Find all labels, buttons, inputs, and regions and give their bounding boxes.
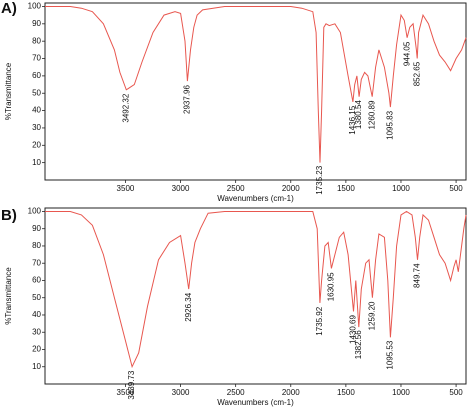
y-tick-label: 10 xyxy=(32,362,41,371)
x-tick-label: 3500 xyxy=(117,388,135,397)
y-tick-label: 60 xyxy=(32,71,41,80)
x-tick-label: 2500 xyxy=(227,184,245,193)
y-tick-label: 100 xyxy=(28,207,42,216)
y-tick-label: 90 xyxy=(32,224,41,233)
peak-label: 1735.23 xyxy=(315,165,324,194)
y-tick-label: 50 xyxy=(32,293,41,302)
spectrum-line xyxy=(45,6,467,163)
peak-label: 1430.69 xyxy=(349,315,358,344)
y-tick-label: 50 xyxy=(32,88,41,97)
peak-label: 849.74 xyxy=(413,263,422,288)
x-tick-label: 3500 xyxy=(117,184,135,193)
peak-label: 3492.32 xyxy=(121,93,130,122)
y-tick-label: 80 xyxy=(32,241,41,250)
x-tick-label: 3000 xyxy=(172,388,190,397)
x-tick-label: 1500 xyxy=(337,184,355,193)
peak-label: 2937.96 xyxy=(183,84,192,113)
y-tick-label: 20 xyxy=(32,140,41,149)
peak-label: 1436.15 xyxy=(348,105,357,134)
peak-label: 1735.92 xyxy=(315,306,324,335)
peak-label: 1095.83 xyxy=(386,110,395,139)
y-tick-label: 90 xyxy=(32,19,41,28)
peak-label: 1630.95 xyxy=(327,272,336,301)
x-tick-label: 500 xyxy=(449,388,463,397)
spectrum-line xyxy=(45,210,467,369)
y-tick-label: 100 xyxy=(28,2,42,11)
y-tick-label: 30 xyxy=(32,327,41,336)
plot-frame xyxy=(44,207,467,385)
y-tick-label: 80 xyxy=(32,36,41,45)
x-tick-label: 1500 xyxy=(337,388,355,397)
x-tick-label: 2000 xyxy=(282,388,300,397)
y-tick-label: 30 xyxy=(32,123,41,132)
y-tick-label: 70 xyxy=(32,54,41,63)
peak-label: 1259.20 xyxy=(368,301,377,330)
x-axis-label: Wavenumbers (cm-1) xyxy=(217,194,294,203)
peak-label: 3439.73 xyxy=(127,370,136,399)
y-axis-label: %Transmittance xyxy=(4,267,13,325)
y-tick-label: 70 xyxy=(32,258,41,267)
peak-label: 1380.54 xyxy=(354,100,363,129)
x-tick-label: 1000 xyxy=(392,184,410,193)
peak-label: 1382.56 xyxy=(354,330,363,359)
peak-label: 2926.34 xyxy=(184,292,193,321)
panel-label: A) xyxy=(1,0,17,17)
y-tick-label: 20 xyxy=(32,345,41,354)
x-tick-label: 2500 xyxy=(227,388,245,397)
y-axis-label: %Transmittance xyxy=(4,62,13,120)
x-tick-label: 3000 xyxy=(172,184,190,193)
y-tick-label: 10 xyxy=(32,158,41,167)
peak-label: 852.65 xyxy=(412,61,421,86)
x-tick-label: 500 xyxy=(449,184,463,193)
panel-label: B) xyxy=(1,207,17,224)
peak-label: 944.05 xyxy=(402,41,411,66)
x-tick-label: 2000 xyxy=(282,184,300,193)
peak-label: 1095.53 xyxy=(386,340,395,369)
y-tick-label: 60 xyxy=(32,276,41,285)
y-tick-label: 40 xyxy=(32,310,41,319)
y-tick-label: 40 xyxy=(32,106,41,115)
peak-label: 1260.89 xyxy=(367,100,376,129)
x-tick-label: 1000 xyxy=(392,388,410,397)
plot-frame xyxy=(44,2,467,181)
x-axis-label: Wavenumbers (cm-1) xyxy=(217,398,294,407)
